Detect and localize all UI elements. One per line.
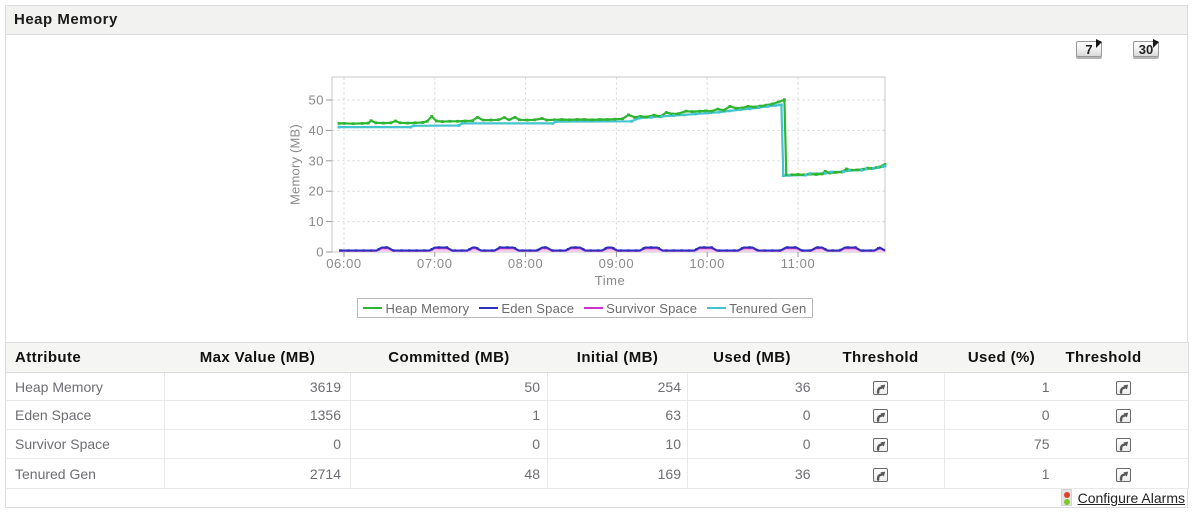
svg-text:10:00: 10:00 bbox=[689, 256, 725, 271]
svg-text:09:00: 09:00 bbox=[599, 256, 635, 271]
svg-text:50: 50 bbox=[309, 93, 324, 108]
svg-text:10: 10 bbox=[309, 214, 324, 229]
svg-text:06:00: 06:00 bbox=[326, 256, 362, 271]
svg-text:40: 40 bbox=[309, 123, 324, 138]
svg-text:Time: Time bbox=[595, 273, 625, 288]
svg-text:20: 20 bbox=[309, 184, 324, 199]
svg-text:30: 30 bbox=[309, 153, 324, 168]
svg-text:08:00: 08:00 bbox=[508, 256, 544, 271]
svg-text:11:00: 11:00 bbox=[781, 256, 816, 271]
svg-text:Memory (MB): Memory (MB) bbox=[288, 124, 303, 205]
svg-text:0: 0 bbox=[316, 245, 324, 260]
svg-text:07:00: 07:00 bbox=[417, 256, 453, 271]
